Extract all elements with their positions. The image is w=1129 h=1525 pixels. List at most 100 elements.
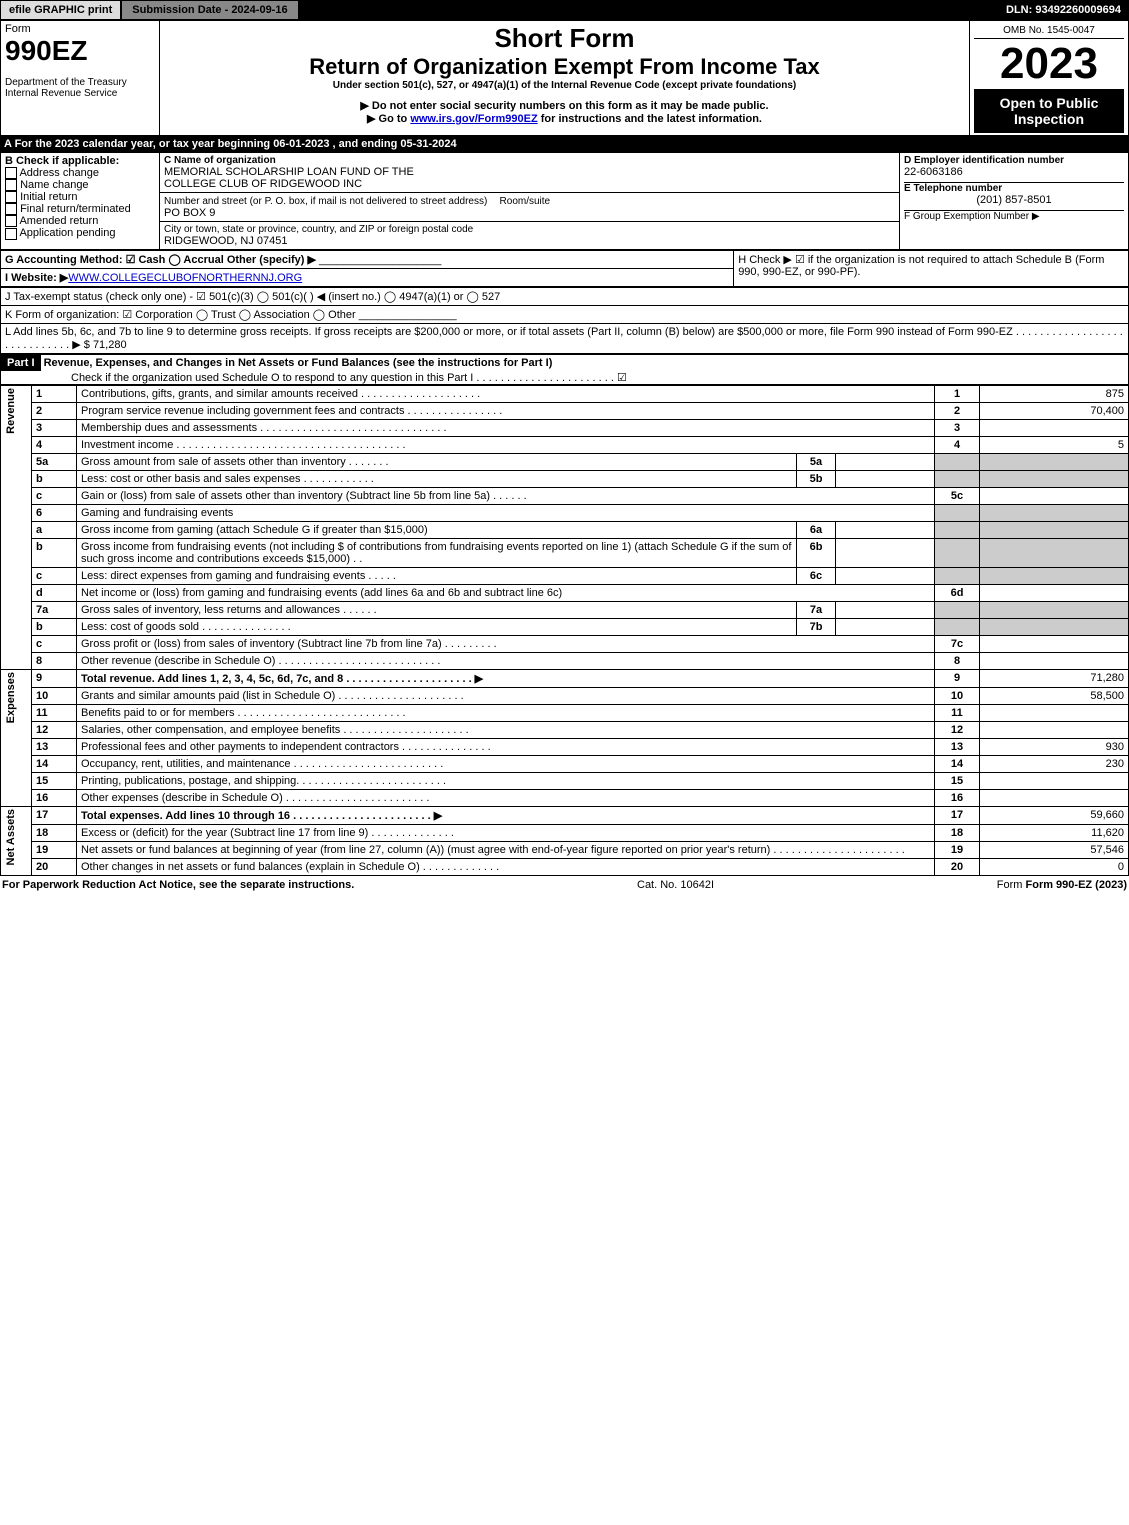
line-row: 14Occupancy, rent, utilities, and mainte… [1, 756, 1129, 773]
line-row: bLess: cost of goods sold . . . . . . . … [1, 619, 1129, 636]
line-row: dNet income or (loss) from gaming and fu… [1, 585, 1129, 602]
check-name-change[interactable]: Name change [5, 179, 155, 191]
line-value [980, 722, 1129, 739]
check-amended-return[interactable]: Amended return [5, 215, 155, 227]
line-row: cLess: direct expenses from gaming and f… [1, 568, 1129, 585]
line-desc: Less: cost or other basis and sales expe… [77, 471, 797, 488]
sub-box: 6a [797, 522, 836, 539]
line-number: 2 [32, 403, 77, 420]
check-final-return[interactable]: Final return/terminated [5, 203, 155, 215]
line-box: 20 [935, 859, 980, 876]
line-value [980, 653, 1129, 670]
line-box: 17 [935, 807, 980, 825]
line-number: 3 [32, 420, 77, 437]
line-row: 6Gaming and fundraising events [1, 505, 1129, 522]
line-value [980, 505, 1129, 522]
goto-suffix: for instructions and the latest informat… [538, 113, 762, 125]
line-number: 5a [32, 454, 77, 471]
dept-label: Department of the Treasury Internal Reve… [5, 77, 155, 99]
line-box: 1 [935, 386, 980, 403]
sub-box: 7a [797, 602, 836, 619]
line-number: a [32, 522, 77, 539]
line-value: 58,500 [980, 688, 1129, 705]
line-number: 6 [32, 505, 77, 522]
line-number: 18 [32, 825, 77, 842]
line-desc: Salaries, other compensation, and employ… [77, 722, 935, 739]
row-g: G Accounting Method: ☑ Cash ◯ Accrual Ot… [1, 251, 734, 269]
line-row: Revenue1Contributions, gifts, grants, an… [1, 386, 1129, 403]
line-box: 5c [935, 488, 980, 505]
line-number: 4 [32, 437, 77, 454]
line-value [980, 488, 1129, 505]
line-number: 20 [32, 859, 77, 876]
check-application-pending[interactable]: Application pending [5, 227, 155, 239]
value-shaded [980, 454, 1129, 471]
line-box: 13 [935, 739, 980, 756]
line-number: 15 [32, 773, 77, 790]
check-initial-return[interactable]: Initial return [5, 191, 155, 203]
line-desc: Less: direct expenses from gaming and fu… [77, 568, 797, 585]
part1-label: Part I [1, 355, 41, 371]
rows-g-h: G Accounting Method: ☑ Cash ◯ Accrual Ot… [0, 250, 1129, 287]
org-name-2: COLLEGE CLUB OF RIDGEWOOD INC [164, 178, 895, 190]
sub-box: 7b [797, 619, 836, 636]
line-box: 18 [935, 825, 980, 842]
paperwork-notice: For Paperwork Reduction Act Notice, see … [2, 879, 354, 891]
line-number: 13 [32, 739, 77, 756]
website-link[interactable]: WWW.COLLEGECLUBOFNORTHERNNJ.ORG [68, 272, 302, 284]
line-number: 7a [32, 602, 77, 619]
box-c-label: C Name of organization [164, 155, 895, 166]
row-j: J Tax-exempt status (check only one) - ☑… [1, 288, 1129, 306]
sub-box: 5b [797, 471, 836, 488]
row-h: H Check ▶ ☑ if the organization is not r… [734, 251, 1129, 287]
cat-no: Cat. No. 10642I [637, 879, 714, 891]
line-desc: Program service revenue including govern… [77, 403, 935, 420]
line-value: 5 [980, 437, 1129, 454]
subtitle: Under section 501(c), 527, or 4947(a)(1)… [164, 80, 965, 91]
sub-value [836, 454, 935, 471]
form-ref: Form Form 990-EZ (2023) [997, 879, 1127, 891]
open-to-public: Open to Public Inspection [974, 89, 1124, 133]
line-desc: Net assets or fund balances at beginning… [77, 842, 935, 859]
line-box: 6d [935, 585, 980, 602]
short-form-title: Short Form [164, 23, 965, 54]
line-desc: Gross sales of inventory, less returns a… [77, 602, 797, 619]
line-row: 13Professional fees and other payments t… [1, 739, 1129, 756]
value-shaded [980, 539, 1129, 568]
efile-print-button[interactable]: efile GRAPHIC print [0, 0, 121, 20]
room-label: Room/suite [500, 196, 551, 207]
line-number: b [32, 471, 77, 488]
line-desc: Printing, publications, postage, and shi… [77, 773, 935, 790]
box-shaded [935, 568, 980, 585]
row-k: K Form of organization: ☑ Corporation ◯ … [1, 306, 1129, 324]
addr-label: Number and street (or P. O. box, if mail… [164, 196, 487, 207]
line-box: 12 [935, 722, 980, 739]
line-number: 11 [32, 705, 77, 722]
line-value: 59,660 [980, 807, 1129, 825]
line-row: aGross income from gaming (attach Schedu… [1, 522, 1129, 539]
group-label: Expenses [1, 670, 32, 807]
form-header: Form 990EZ Department of the Treasury In… [0, 20, 1129, 136]
line-number: c [32, 636, 77, 653]
line-row: 5aGross amount from sale of assets other… [1, 454, 1129, 471]
line-row: 7aGross sales of inventory, less returns… [1, 602, 1129, 619]
check-address-change[interactable]: Address change [5, 167, 155, 179]
line-value [980, 790, 1129, 807]
line-row: cGross profit or (loss) from sales of in… [1, 636, 1129, 653]
line-box: 19 [935, 842, 980, 859]
rows-j-k-l: J Tax-exempt status (check only one) - ☑… [0, 287, 1129, 354]
sub-value [836, 471, 935, 488]
line-value [980, 773, 1129, 790]
line-box: 11 [935, 705, 980, 722]
city-state-zip: RIDGEWOOD, NJ 07451 [164, 235, 895, 247]
sub-box: 5a [797, 454, 836, 471]
goto-line: ▶ Go to www.irs.gov/Form990EZ for instru… [164, 112, 965, 125]
line-box: 7c [935, 636, 980, 653]
box-shaded [935, 602, 980, 619]
lines-table: Revenue1Contributions, gifts, grants, an… [0, 385, 1129, 876]
section-a: A For the 2023 calendar year, or tax yea… [0, 136, 1129, 152]
part1-check: Check if the organization used Schedule … [71, 372, 627, 384]
return-title: Return of Organization Exempt From Incom… [164, 54, 965, 80]
irs-link[interactable]: www.irs.gov/Form990EZ [410, 113, 537, 125]
line-number: b [32, 619, 77, 636]
